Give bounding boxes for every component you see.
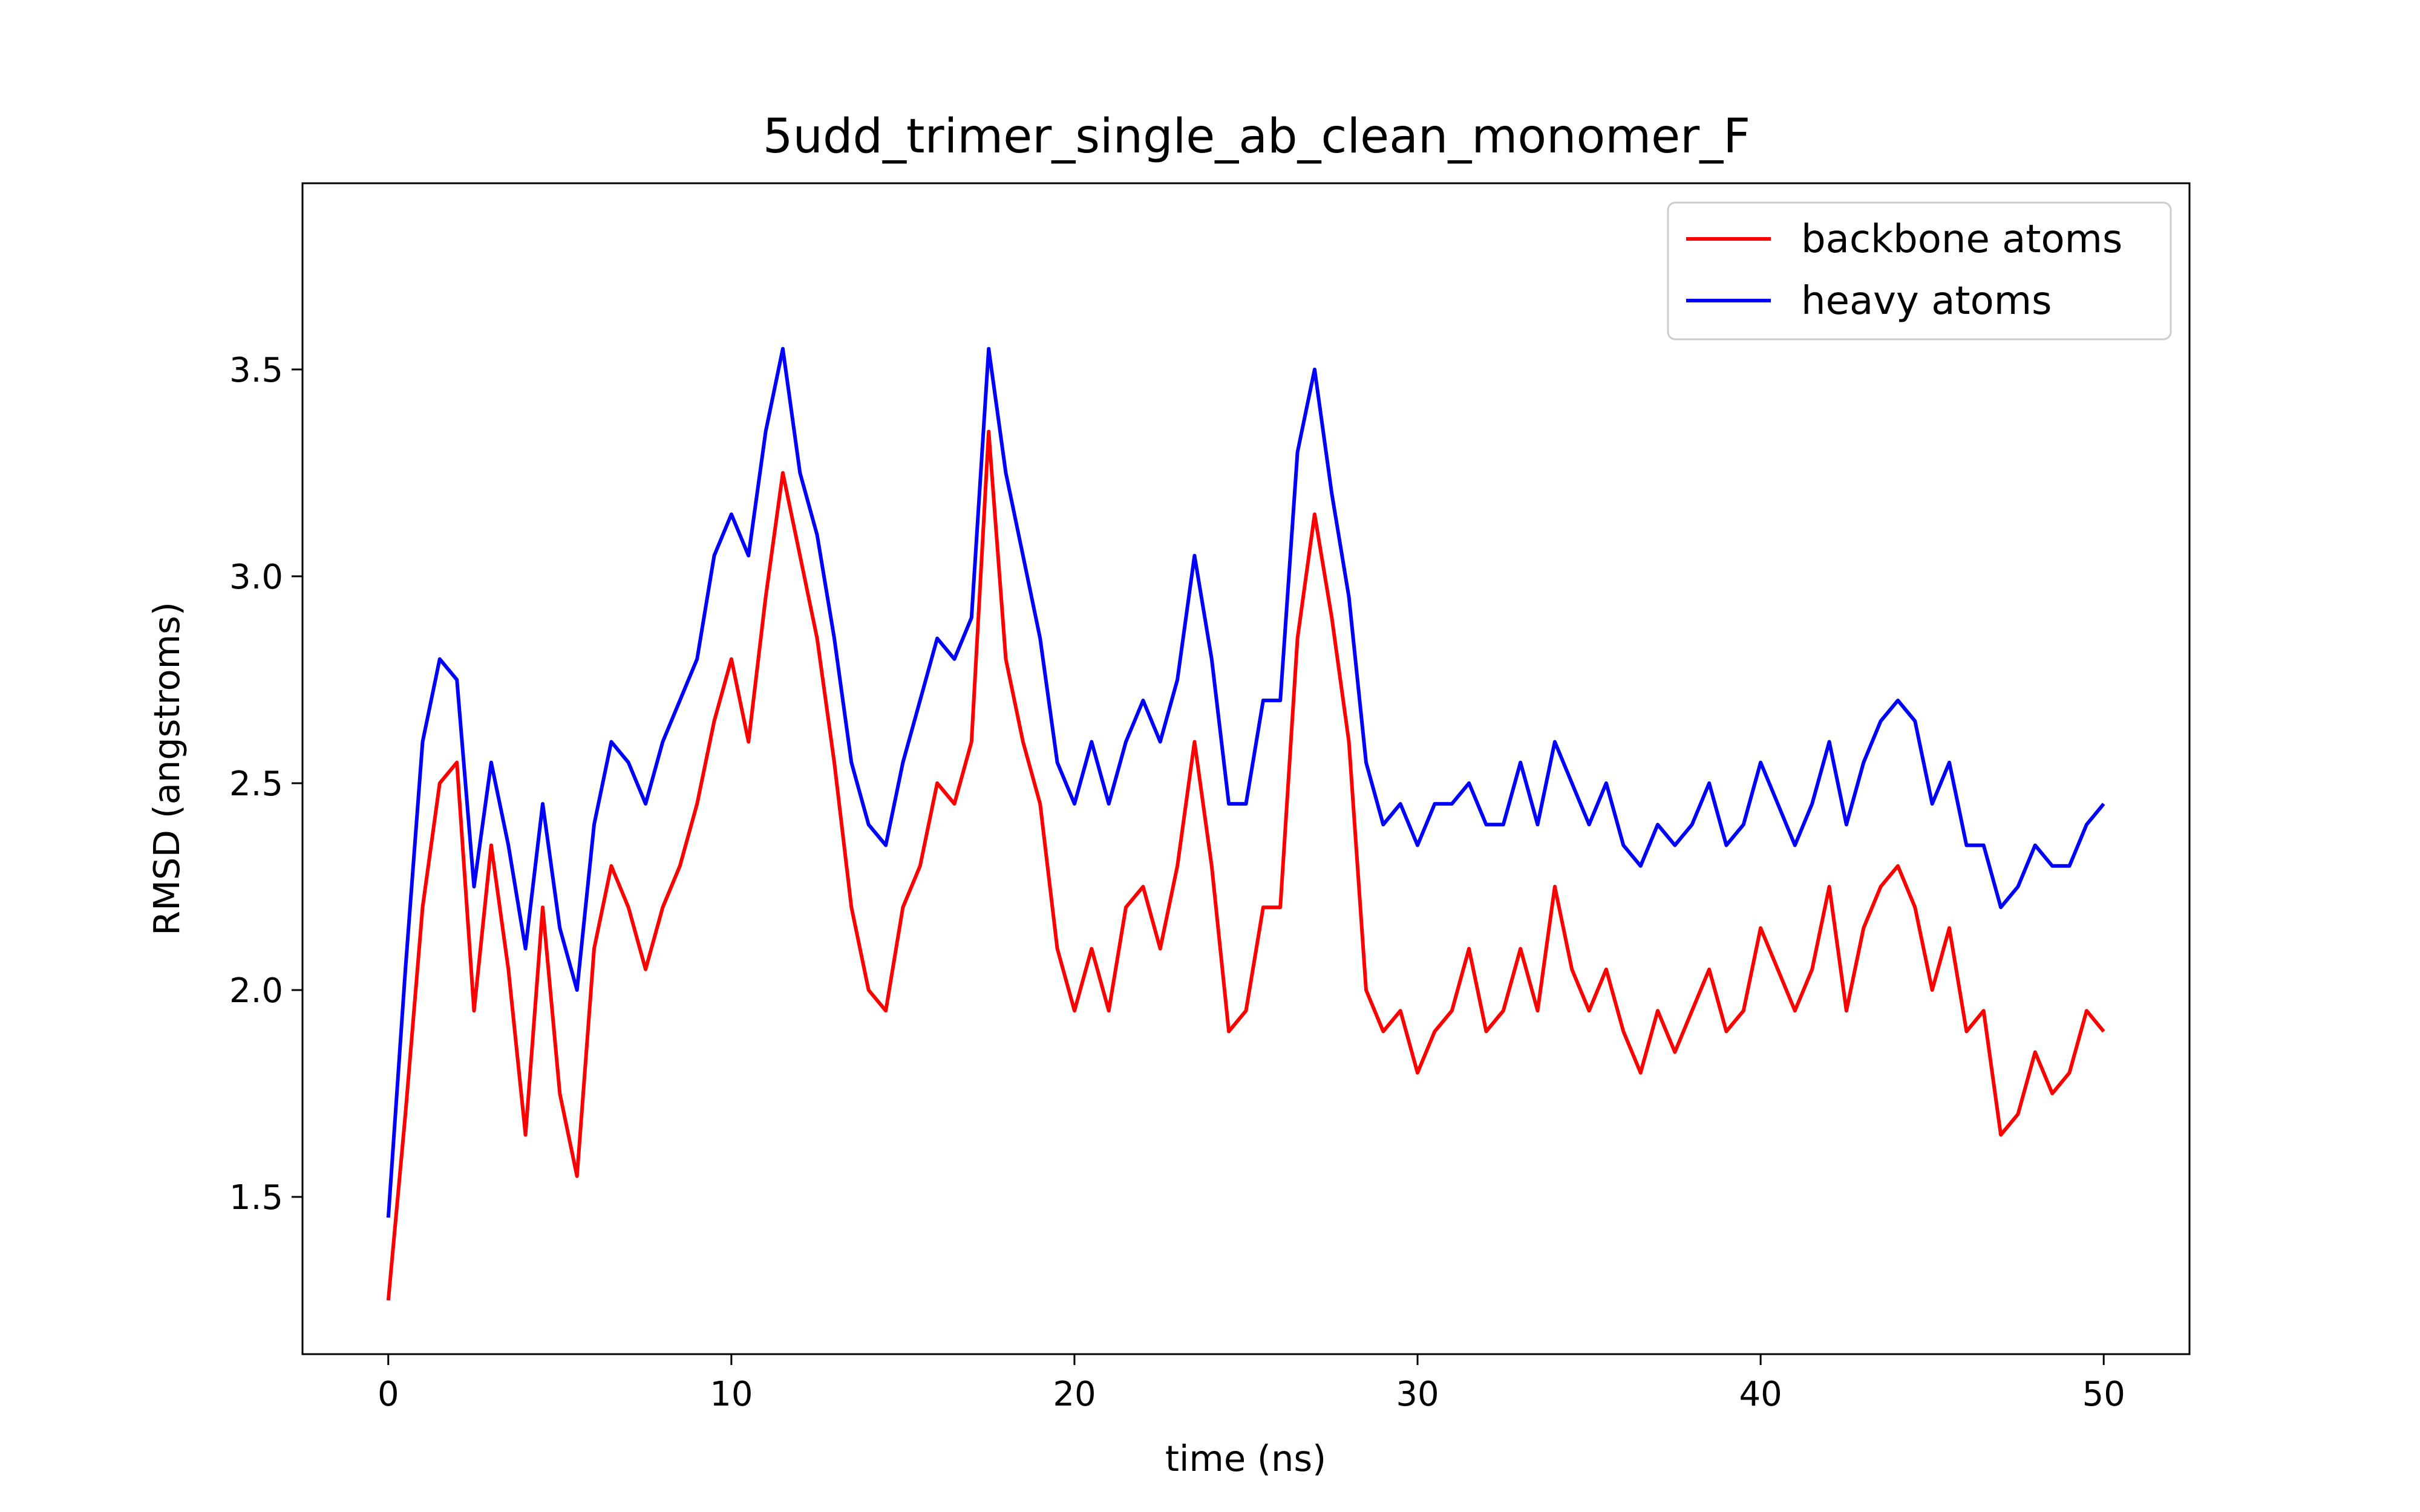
y-axis-ticks: 1.5 2.0 2.5 3.0 3.5 — [229, 351, 302, 1217]
legend-box — [1667, 201, 2172, 341]
y-tick-label: 1.5 — [229, 1178, 283, 1217]
series-layer — [386, 347, 2105, 1301]
y-axis-label: RMSD (angstroms) — [146, 602, 188, 936]
y-tick-label: 2.0 — [229, 971, 283, 1011]
legend: backbone atoms heavy atoms — [1667, 201, 2172, 341]
y-tick-label: 2.5 — [229, 764, 283, 804]
x-tick-label: 40 — [1739, 1375, 1782, 1414]
legend-label-heavy-atoms: heavy atoms — [1801, 279, 2052, 324]
y-tick-label: 3.0 — [229, 558, 283, 597]
plot-frame — [301, 182, 2191, 1355]
x-tick-label: 10 — [710, 1375, 753, 1414]
x-tick-label: 30 — [1396, 1375, 1439, 1414]
chart-title: 5udd_trimer_single_ab_clean_monomer_F — [763, 109, 1750, 164]
x-tick-label: 20 — [1053, 1375, 1096, 1414]
legend-label-backbone-atoms: backbone atoms — [1801, 217, 2122, 262]
y-tick-label: 3.5 — [229, 351, 283, 390]
x-tick-label: 0 — [378, 1375, 399, 1414]
x-axis-label: time (ns) — [1165, 1438, 1326, 1479]
x-tick-label: 50 — [2082, 1375, 2125, 1414]
series-line-heavy-atoms — [386, 347, 2105, 1218]
series-line-backbone-atoms — [386, 429, 2105, 1301]
x-axis-ticks: 0 10 20 30 40 50 — [378, 1354, 2125, 1414]
